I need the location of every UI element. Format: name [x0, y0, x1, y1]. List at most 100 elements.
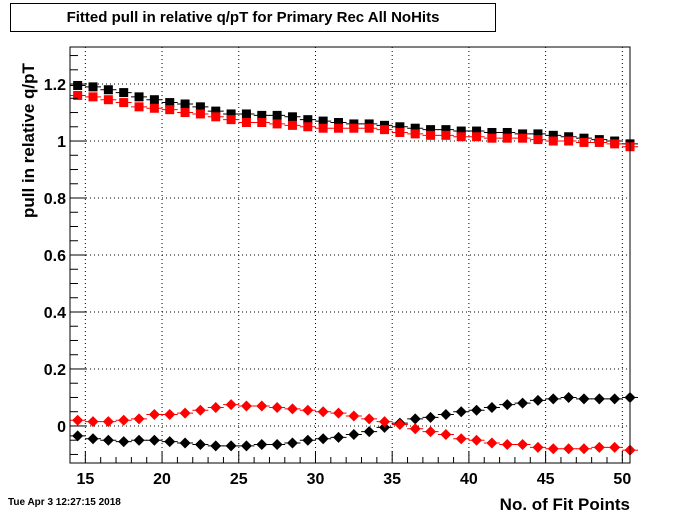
data-point — [272, 119, 282, 129]
data-point — [271, 401, 283, 413]
data-point — [225, 399, 237, 411]
data-point — [194, 404, 206, 416]
data-point — [133, 434, 145, 446]
data-point — [87, 433, 99, 445]
data-point — [103, 95, 113, 105]
data-point — [425, 411, 437, 423]
data-point — [348, 410, 360, 422]
data-point — [148, 434, 160, 446]
data-point — [164, 409, 176, 421]
data-point — [179, 437, 191, 449]
axis-ticks: 15 20 25 30 35 40 45 50 0 0.2 0.4 0.6 0.8 1 1.2 — [44, 55, 631, 488]
data-point — [609, 393, 621, 405]
data-point — [133, 413, 145, 425]
data-point — [563, 443, 575, 455]
data-point — [502, 127, 512, 137]
data-point — [211, 112, 221, 122]
data-point — [240, 400, 252, 412]
data-point — [379, 416, 391, 428]
data-point — [578, 393, 590, 405]
data-point — [210, 401, 222, 413]
x-tick-label: 20 — [153, 471, 171, 488]
data-point — [303, 122, 313, 132]
data-point — [333, 118, 343, 128]
data-point — [134, 102, 144, 112]
data-point — [241, 118, 251, 128]
data-point — [472, 126, 482, 136]
data-point — [410, 129, 420, 139]
data-point — [72, 414, 84, 426]
data-point — [610, 139, 620, 149]
data-point — [211, 106, 221, 116]
data-point — [317, 406, 329, 418]
y-tick-label: 0.4 — [44, 305, 66, 322]
data-point — [318, 123, 328, 133]
data-point — [517, 438, 529, 450]
data-point — [471, 404, 483, 416]
y-tick-label: 0.8 — [44, 191, 66, 208]
y-tick-label: 0 — [57, 419, 66, 436]
data-point — [533, 129, 543, 139]
data-point — [441, 130, 451, 140]
data-point — [195, 102, 205, 112]
y-tick-label: 1.2 — [44, 77, 66, 94]
x-axis-label: No. of Fit Points — [500, 495, 630, 514]
data-point — [501, 438, 513, 450]
data-point — [88, 92, 98, 102]
series-3 — [69, 399, 638, 456]
data-point — [195, 109, 205, 119]
data-point — [564, 136, 574, 146]
data-point — [440, 429, 452, 441]
data-point — [149, 95, 159, 105]
data-point — [119, 98, 129, 108]
data-point — [118, 436, 130, 448]
data-point — [486, 437, 498, 449]
data-point — [317, 433, 329, 445]
data-point — [593, 393, 605, 405]
data-point — [103, 85, 113, 95]
data-point — [257, 110, 267, 120]
data-point — [563, 391, 575, 403]
data-point — [395, 122, 405, 132]
data-point — [302, 404, 314, 416]
y-tick-label: 1 — [57, 134, 66, 151]
data-point — [363, 426, 375, 438]
timestamp: Tue Apr 3 12:27:15 2018 — [8, 497, 121, 508]
data-point — [148, 409, 160, 421]
y-tick-label: 0.6 — [44, 248, 66, 265]
x-tick-label: 35 — [383, 471, 401, 488]
data-point — [286, 403, 298, 415]
data-point — [73, 80, 83, 90]
y-axis-label: pull in relative q/pT — [19, 62, 38, 218]
data-point — [349, 123, 359, 133]
data-point — [241, 109, 251, 119]
data-point — [425, 426, 437, 438]
data-point — [102, 416, 114, 428]
x-tick-label: 45 — [537, 471, 555, 488]
data-point — [318, 116, 328, 126]
data-point — [179, 407, 191, 419]
data-point — [472, 132, 482, 142]
x-tick-label: 40 — [460, 471, 478, 488]
x-tick-label: 15 — [76, 471, 94, 488]
data-point — [332, 407, 344, 419]
data-point — [165, 105, 175, 115]
data-point — [118, 414, 130, 426]
data-point — [88, 82, 98, 92]
data-point — [410, 123, 420, 133]
data-point — [225, 440, 237, 452]
data-point — [609, 441, 621, 453]
data-point — [287, 112, 297, 122]
data-point — [348, 429, 360, 441]
data-point — [409, 423, 421, 435]
data-point — [455, 406, 467, 418]
data-point — [548, 136, 558, 146]
data-point — [73, 90, 83, 100]
data-point — [134, 92, 144, 102]
data-point — [210, 440, 222, 452]
data-point — [501, 399, 513, 411]
x-tick-label: 50 — [613, 471, 631, 488]
data-point — [409, 413, 421, 425]
x-tick-label: 25 — [230, 471, 248, 488]
data-point — [226, 109, 236, 119]
